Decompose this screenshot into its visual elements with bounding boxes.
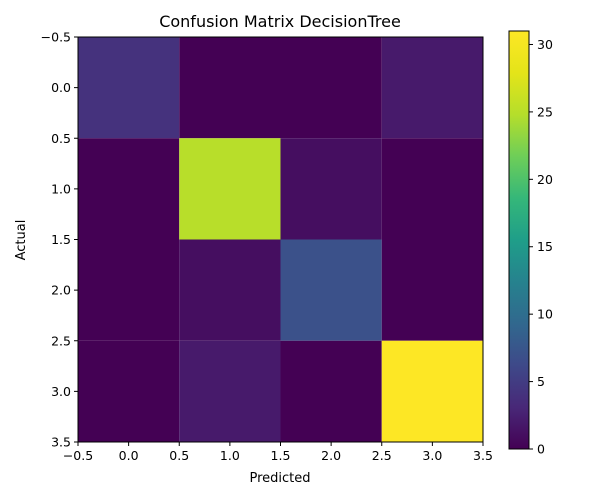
heatmap-cell-r2-c1	[179, 239, 281, 341]
heatmap-cell-r1-c2	[280, 138, 382, 240]
heatmap-cell-r1-c3	[381, 138, 483, 240]
colorbar-axis: 0 5 10 15 20 25 30	[529, 37, 553, 457]
x-tick-label: 3.0	[422, 448, 442, 463]
colorbar-tick-label: 10	[537, 307, 553, 322]
y-tick-label: 0.5	[51, 131, 71, 146]
chart-title: Confusion Matrix DecisionTree	[159, 12, 401, 31]
y-tick-label: 3.0	[51, 384, 71, 399]
colorbar-tick-label: 15	[537, 239, 553, 254]
x-axis-title: Predicted	[249, 471, 310, 486]
colorbar	[508, 30, 530, 450]
heatmap-cell-r3-c1	[179, 340, 281, 442]
colorbar-tick-label: 25	[537, 104, 553, 119]
x-tick-label: 0.0	[119, 448, 139, 463]
heatmap-cell-r1-c1	[179, 138, 281, 240]
heatmap-cell-r0-c3	[381, 37, 483, 139]
x-tick-label: 0.5	[169, 448, 189, 463]
x-axis: −0.5 0.0 0.5 1.0 1.5 2.0 2.5 3.0 3.5	[63, 442, 493, 463]
heatmap-cell-r3-c2	[280, 340, 382, 442]
x-tick-label: 2.5	[372, 448, 392, 463]
y-tick-label: 0.0	[51, 80, 71, 95]
y-tick-label: 3.5	[51, 435, 71, 450]
y-tick-label: −0.5	[41, 30, 71, 45]
colorbar-tick-label: 20	[537, 172, 553, 187]
x-tick-label: 3.5	[473, 448, 493, 463]
heatmap-cell-r2-c2	[280, 239, 382, 341]
heatmap-cell-r0-c0	[78, 37, 180, 139]
x-tick-label: 1.5	[271, 448, 291, 463]
y-axis: −0.5 0.0 0.5 1.0 1.5 2.0 2.5 3.0 3.5	[41, 30, 78, 450]
y-tick-label: 1.5	[51, 232, 71, 247]
y-axis-title: Actual	[14, 220, 29, 261]
colorbar-tick-label: 30	[537, 37, 553, 52]
colorbar-tick-label: 0	[537, 442, 545, 457]
heatmap-cell-r0-c2	[280, 37, 382, 139]
x-tick-label: 2.0	[321, 448, 341, 463]
y-tick-label: 1.0	[51, 181, 71, 196]
y-tick-label: 2.5	[51, 333, 71, 348]
heatmap-cell-r2-c0	[78, 239, 180, 341]
heatmap-cell-r2-c3	[381, 239, 483, 341]
y-tick-label: 2.0	[51, 283, 71, 298]
heatmap-cell-r3-c3	[381, 340, 483, 442]
x-tick-label: −0.5	[63, 448, 93, 463]
heatmap-cells	[78, 37, 483, 442]
colorbar-tick-label: 5	[537, 374, 545, 389]
heatmap-cell-r1-c0	[78, 138, 180, 240]
x-tick-label: 1.0	[220, 448, 240, 463]
heatmap-cell-r3-c0	[78, 340, 180, 442]
heatmap-cell-r0-c1	[179, 37, 281, 139]
